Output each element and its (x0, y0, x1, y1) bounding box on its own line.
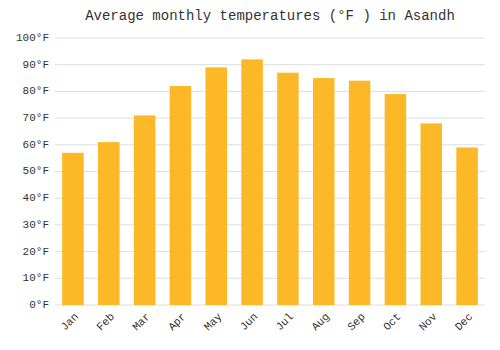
bar (134, 115, 156, 305)
y-tick-label: 50°F (23, 165, 49, 177)
y-tick-label: 90°F (23, 59, 49, 71)
x-tick-label: Dec (453, 311, 475, 333)
chart-container: 0°F 10°F 20°F 30°F 40°F 50°F 60°F 70°F 80°F 90°F 1… (0, 0, 500, 350)
x-tick-label: Aug (309, 311, 331, 333)
x-tick-label: Nov (417, 310, 440, 333)
x-tick-label: Jan (59, 311, 81, 333)
y-tick-label: 60°F (23, 139, 49, 151)
title: Average monthly temperatures (°F ) in As… (85, 8, 455, 24)
x-tick-label: Apr (166, 311, 188, 333)
bar (62, 153, 84, 305)
x-tick-label: Feb (94, 311, 116, 333)
bar (206, 67, 228, 305)
chart-svg: 0°F 10°F 20°F 30°F 40°F 50°F 60°F 70°F 80°F 90°F 1… (0, 0, 500, 350)
grid-line (55, 91, 485, 92)
x-tick-label: Jun (238, 311, 260, 333)
x-tick-label: Jul (274, 311, 296, 333)
y-tick-label: 100°F (16, 32, 49, 44)
bar (241, 59, 262, 305)
y-axis: 0°F 10°F 20°F 30°F 40°F 50°F 60°F 70°F 80°F 90°F 1… (16, 32, 49, 311)
grid-line (55, 118, 485, 119)
x-tick-label: Oct (381, 311, 403, 333)
grid-line (55, 64, 485, 65)
bar (349, 81, 371, 305)
y-tick-label: 80°F (23, 85, 49, 97)
y-tick-label: 40°F (23, 192, 49, 204)
bar (421, 123, 443, 305)
x-tick-label: Mar (130, 311, 152, 333)
grid (55, 38, 485, 305)
bar (385, 94, 407, 305)
x-tick-label: May (202, 310, 225, 333)
bar (277, 73, 299, 305)
y-tick-label: 10°F (23, 272, 49, 284)
bar (456, 147, 478, 305)
bar (313, 78, 335, 305)
x-tick-label: Sep (345, 311, 367, 333)
y-tick-label: 30°F (23, 219, 49, 231)
x-axis: Jan Feb Mar Apr May Jun Jul Aug Sep Oct Nov Dec (59, 310, 476, 333)
grid-line (55, 38, 485, 39)
bars (62, 59, 478, 305)
y-tick-label: 70°F (23, 112, 49, 124)
y-tick-label: 0°F (29, 299, 49, 311)
y-tick-label: 20°F (23, 246, 49, 258)
bar (98, 142, 120, 305)
bar (170, 86, 192, 305)
